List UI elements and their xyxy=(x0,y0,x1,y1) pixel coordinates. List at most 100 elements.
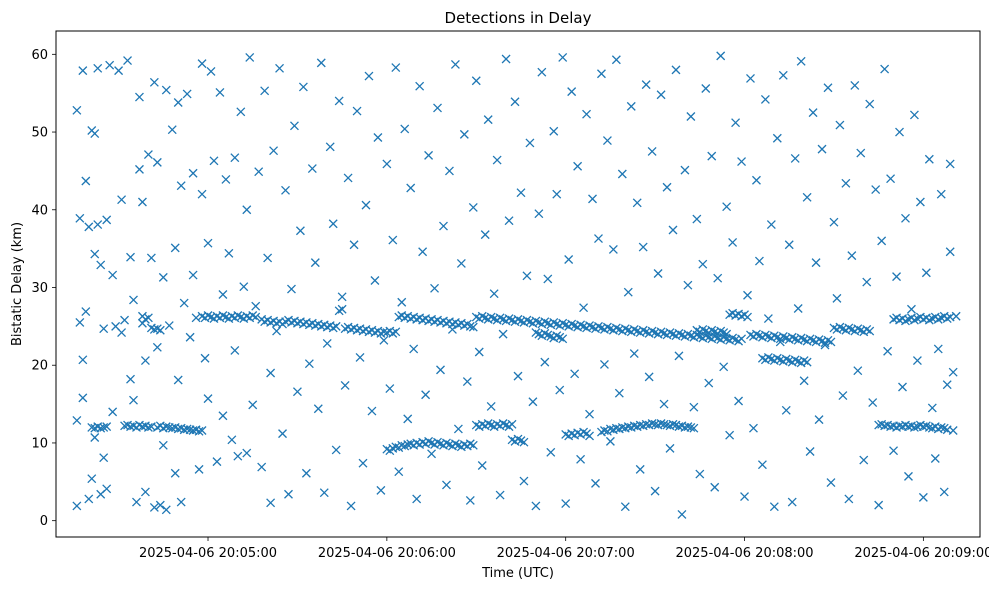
data-point xyxy=(227,435,237,445)
data-point xyxy=(134,92,144,102)
data-point xyxy=(689,423,699,433)
data-point xyxy=(81,176,91,186)
data-point xyxy=(197,426,207,435)
data-point xyxy=(945,312,955,322)
data-point xyxy=(617,169,627,179)
x-axis-label: Time (UTC) xyxy=(481,566,554,581)
data-point xyxy=(269,146,279,156)
data-point xyxy=(75,213,85,223)
data-point xyxy=(137,197,147,207)
data-point xyxy=(722,329,732,339)
data-point xyxy=(173,98,183,107)
data-point xyxy=(722,202,732,212)
data-point xyxy=(552,189,562,199)
data-point xyxy=(120,315,130,325)
data-point xyxy=(239,282,249,292)
data-point xyxy=(266,368,276,378)
data-point xyxy=(519,437,529,447)
data-point xyxy=(292,387,302,397)
data-point xyxy=(200,353,210,363)
data-point xyxy=(352,106,362,116)
data-point xyxy=(814,415,824,425)
data-point xyxy=(263,253,273,263)
data-point xyxy=(161,422,171,432)
data-point xyxy=(793,304,803,313)
data-point xyxy=(576,454,586,464)
data-point xyxy=(823,83,833,93)
data-point xyxy=(391,442,401,452)
data-point xyxy=(84,222,94,232)
x-tick-label: 2025-04-06 20:09:00 xyxy=(854,546,989,561)
data-point xyxy=(713,273,723,283)
data-point xyxy=(889,446,899,456)
data-point xyxy=(906,304,916,314)
data-point xyxy=(325,142,335,152)
data-point xyxy=(880,64,890,74)
data-point xyxy=(883,346,893,356)
data-point xyxy=(686,112,696,121)
data-point xyxy=(126,374,135,384)
data-point xyxy=(585,431,594,441)
data-point xyxy=(257,462,267,472)
data-point xyxy=(504,422,514,432)
data-point xyxy=(167,125,177,135)
data-point xyxy=(668,225,678,235)
data-point xyxy=(766,220,776,229)
data-point xyxy=(516,188,526,198)
data-point xyxy=(117,195,127,205)
data-point xyxy=(871,185,881,195)
data-point xyxy=(567,87,577,97)
data-point xyxy=(433,103,442,113)
data-point xyxy=(921,268,931,278)
x-axis-ticks: 2025-04-06 20:05:00 2025-04-06 20:06:00 20… xyxy=(139,537,989,561)
data-point xyxy=(78,66,88,76)
data-point xyxy=(248,400,258,410)
y-tick-label: 10 xyxy=(31,436,48,451)
data-point xyxy=(275,63,285,73)
data-point xyxy=(698,259,708,269)
data-point xyxy=(99,324,109,334)
data-point xyxy=(835,120,845,130)
data-point xyxy=(608,244,618,254)
data-point xyxy=(549,126,559,136)
data-point xyxy=(224,248,234,258)
data-point xyxy=(522,271,532,281)
data-point xyxy=(754,256,764,266)
data-point xyxy=(272,326,282,336)
data-point xyxy=(114,66,124,76)
data-point xyxy=(561,499,571,509)
data-point xyxy=(787,497,797,507)
data-point xyxy=(680,165,690,175)
data-point xyxy=(194,426,204,436)
data-point xyxy=(626,101,636,111)
data-point xyxy=(132,497,141,507)
data-point xyxy=(504,216,514,226)
data-point xyxy=(605,436,615,446)
data-point xyxy=(143,422,153,432)
data-point xyxy=(811,258,821,268)
data-point xyxy=(632,198,642,208)
data-point xyxy=(465,496,475,505)
data-point xyxy=(653,269,663,278)
data-point xyxy=(266,498,276,508)
data-point xyxy=(203,238,213,248)
data-point xyxy=(355,352,365,362)
data-markers xyxy=(72,51,961,519)
data-point xyxy=(930,454,940,463)
data-point xyxy=(847,251,857,261)
data-point xyxy=(898,382,907,392)
data-point xyxy=(450,59,460,69)
data-point xyxy=(895,127,904,137)
data-point xyxy=(877,236,887,246)
data-point xyxy=(760,94,770,104)
data-point xyxy=(874,500,884,510)
data-point xyxy=(465,321,475,331)
data-point xyxy=(638,242,648,252)
data-point xyxy=(725,430,735,440)
data-point xyxy=(301,468,311,478)
data-point xyxy=(164,321,174,331)
data-point xyxy=(558,52,568,62)
data-point xyxy=(349,240,359,250)
data-point xyxy=(185,332,195,342)
data-point xyxy=(945,159,955,169)
